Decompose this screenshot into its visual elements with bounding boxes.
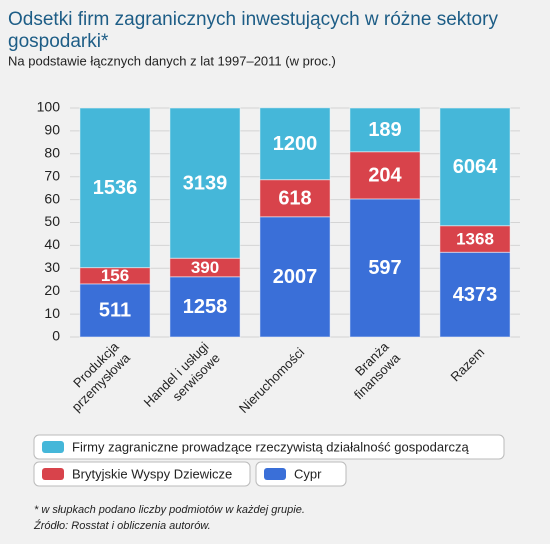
y-tick-label: 40 — [44, 236, 60, 252]
legend-swatch — [42, 441, 64, 453]
y-tick-label: 10 — [44, 305, 60, 321]
y-tick-label: 50 — [44, 213, 60, 229]
bar-segment — [439, 225, 511, 253]
segment-label: 597 — [368, 257, 401, 279]
segment-label: 2007 — [273, 266, 318, 288]
y-tick-label: 80 — [44, 145, 60, 161]
segment-label: 4373 — [453, 284, 498, 306]
chart-subtitle: Na podstawie łącznych danych z lat 1997–… — [8, 53, 336, 68]
chart-title: Odsetki firm zagranicznych inwestujących… — [8, 9, 498, 52]
legend-label: Cypr — [294, 466, 322, 481]
legend-label: Brytyjskie Wyspy Dziewicze — [72, 466, 232, 481]
y-tick-label: 60 — [44, 190, 60, 206]
y-tick-label: 70 — [44, 167, 60, 183]
bar-segment — [79, 283, 151, 338]
segment-label: 3139 — [183, 172, 228, 194]
segment-label: 204 — [368, 165, 402, 187]
y-tick-label: 30 — [44, 259, 60, 275]
segment-label: 1536 — [93, 177, 138, 199]
bar-segment — [439, 107, 511, 227]
segment-label: 618 — [278, 188, 311, 210]
bar-segment — [259, 107, 331, 181]
bar-segment — [169, 107, 241, 259]
segment-label: 511 — [99, 300, 131, 322]
source: Źródło: Rosstat i obliczenia autorów. — [33, 519, 211, 532]
legend-swatch — [42, 468, 64, 480]
bar-segment — [349, 151, 421, 200]
x-tick-label: Nieruchomości — [236, 345, 307, 416]
bar-segment — [349, 107, 421, 153]
segment-label: 390 — [191, 258, 219, 277]
segment-label: 156 — [101, 266, 129, 285]
legend-swatch — [264, 468, 286, 480]
legend-label: Firmy zagraniczne prowadzące rzeczywistą… — [72, 439, 469, 454]
x-tick-label: Branżafinansowa — [340, 339, 404, 403]
x-tick-label: Razem — [448, 345, 488, 385]
bar-segment — [439, 251, 511, 338]
y-tick-label: 20 — [44, 282, 60, 298]
segment-label: 6064 — [453, 156, 498, 178]
y-tick-label: 100 — [37, 99, 61, 115]
bar-segment — [259, 216, 331, 338]
segment-label: 1368 — [456, 229, 494, 248]
y-tick-label: 0 — [52, 328, 60, 344]
segment-label: 1200 — [273, 133, 318, 155]
x-tick-label: Produkcjaprzemysłowa — [58, 339, 134, 415]
footnote: * w słupkach podano liczby podmiotów w k… — [34, 504, 305, 516]
bar-segment — [169, 276, 241, 338]
legend-box — [33, 434, 505, 460]
segment-label: 189 — [368, 119, 401, 141]
y-tick-label: 90 — [44, 122, 60, 138]
bar-segment — [259, 179, 331, 218]
title-line: gospodarki* — [8, 31, 109, 52]
legend: Firmy zagraniczne prowadzące rzeczywistą… — [33, 434, 505, 487]
title-line: Odsetki firm zagranicznych inwestujących… — [8, 9, 498, 30]
segment-label: 1258 — [183, 296, 228, 318]
bar-segment — [79, 107, 151, 269]
legend-box — [33, 461, 251, 487]
x-tick-label: Handel i usługiserwisowe — [141, 339, 223, 421]
